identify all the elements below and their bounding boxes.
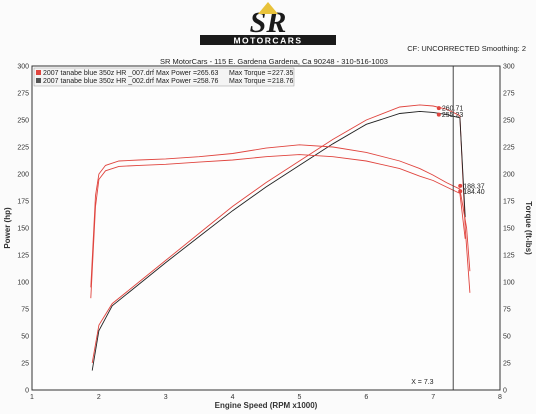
value-dot (436, 112, 441, 117)
y-tick-label-left: 250 (17, 118, 29, 125)
series-line (90, 144, 471, 288)
axes (31, 65, 501, 391)
legend-run: 2007 tanabe blue 350z HR _007.drf (43, 70, 154, 77)
series-line (90, 154, 466, 299)
y-tick-label-left: 75 (21, 307, 29, 314)
x-tick-label: 2 (97, 394, 101, 401)
y-tick-label-left: 200 (17, 172, 29, 179)
value-label: 260.71 (442, 106, 464, 113)
legend-torque-label: Max Torque = (229, 70, 271, 77)
value-label: 188.37 (463, 183, 485, 190)
y-tick-label-left: 300 (17, 64, 29, 71)
correction-info: CF: UNCORRECTED Smoothing: 2 (407, 44, 526, 53)
legend-power-value: 265.63 (197, 70, 219, 77)
y-tick-label-right: 225 (503, 145, 515, 152)
legend-swatch (36, 70, 41, 75)
value-dot (458, 189, 463, 194)
value-dot (458, 183, 463, 188)
y-tick-label-right: 50 (503, 334, 511, 341)
y-tick-label-right: 300 (503, 64, 515, 71)
series-line (91, 104, 471, 364)
y-axis-label-left: Power (hp) (3, 207, 12, 249)
y-tick-label-left: 50 (21, 334, 29, 341)
legend-torque-value: 218.76 (272, 78, 294, 85)
sr-motorcars-logo: SR MOTORCARS (200, 2, 336, 46)
x-axis-label: Engine Speed (RPM x1000) (215, 401, 318, 410)
y-tick-label-left: 225 (17, 145, 29, 152)
y-tick-label-right: 100 (503, 280, 515, 287)
x-tick-label: 4 (231, 394, 235, 401)
legend-power-value: 258.76 (197, 78, 219, 85)
x-tick-label: 3 (164, 394, 168, 401)
x-tick-label: 6 (364, 394, 368, 401)
y-tick-label-right: 125 (503, 253, 515, 260)
y-tick-label-right: 250 (503, 118, 515, 125)
value-label: 255.23 (442, 112, 464, 119)
y-tick-label-right: 0 (503, 388, 507, 395)
cursor-readout: X = 7.3 (411, 379, 433, 386)
y-tick-label-left: 275 (17, 91, 29, 98)
legend-swatch (36, 78, 41, 83)
y-tick-label-right: 200 (503, 172, 515, 179)
x-tick-label: 5 (297, 394, 301, 401)
legend-power-label: Max Power = (156, 70, 197, 77)
x-tick-label: 1 (30, 394, 34, 401)
y-tick-label-left: 175 (17, 199, 29, 206)
series-lines (90, 104, 471, 371)
legend-power-label: Max Power = (156, 78, 197, 85)
legend: 2007 tanabe blue 350z HR _007.drf Max Pow… (33, 67, 295, 87)
x-tick-label: 7 (431, 394, 435, 401)
y-tick-label-right: 75 (503, 307, 511, 314)
y-tick-label-left: 100 (17, 280, 29, 287)
legend-torque-value: 227.35 (272, 70, 294, 77)
y-tick-label-right: 175 (503, 199, 515, 206)
logo-text: MOTORCARS (233, 36, 302, 46)
legend-run: 2007 tanabe blue 350z HR _002.drf (43, 78, 154, 85)
shop-info: SR MotorCars - 115 E. Gardena Gardena, C… (160, 57, 388, 66)
plot-frame (31, 65, 501, 391)
y-tick-label-right: 25 (503, 361, 511, 368)
value-label: 184.40 (463, 189, 485, 196)
logo-banner (200, 35, 336, 45)
x-tick-label: 8 (498, 394, 502, 401)
y-tick-label-left: 0 (25, 388, 29, 395)
y-tick-label-right: 275 (503, 91, 515, 98)
legend-box (33, 67, 295, 87)
y-tick-label-left: 125 (17, 253, 29, 260)
y-tick-label-left: 150 (17, 226, 29, 233)
legend-torque-label: Max Torque = (229, 78, 271, 85)
value-dot (436, 106, 441, 111)
y-tick-label-right: 150 (503, 226, 515, 233)
logo-star-icon (258, 2, 278, 14)
y-axis-label-right: Torque (ft-lbs) (524, 201, 533, 255)
y-tick-label-left: 25 (21, 361, 29, 368)
